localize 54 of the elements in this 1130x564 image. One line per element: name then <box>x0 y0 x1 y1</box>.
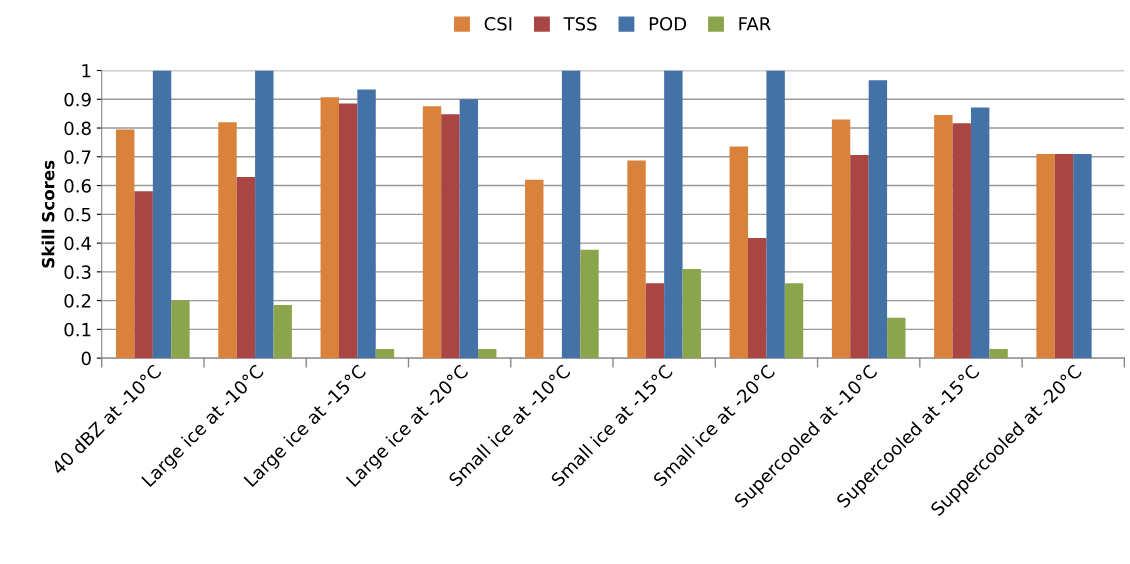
bar <box>627 160 646 359</box>
bar <box>748 237 767 359</box>
bar <box>729 146 749 359</box>
y-tick-label: 0.6 <box>64 179 91 193</box>
bar <box>357 89 376 359</box>
bar <box>989 348 1008 359</box>
bar <box>1073 153 1092 359</box>
y-tick-label: 0 <box>81 351 91 366</box>
bar <box>580 249 599 359</box>
bar <box>1054 153 1074 359</box>
y-tick-label: 0.2 <box>64 294 91 308</box>
bar <box>422 106 442 359</box>
y-tick-label: 0.4 <box>64 236 91 251</box>
bar <box>831 119 851 359</box>
bar <box>934 115 953 359</box>
bar <box>887 317 906 359</box>
bar <box>664 70 683 359</box>
y-tick-label: 0.7 <box>64 150 91 164</box>
bar <box>868 80 888 359</box>
bar <box>273 304 292 359</box>
y-tick-label: 0.9 <box>64 92 91 107</box>
bar <box>784 283 804 359</box>
y-tick-label: 0.5 <box>64 207 91 222</box>
legend-label: FAR <box>739 17 771 31</box>
bar <box>134 191 153 359</box>
bar <box>255 70 274 359</box>
bar <box>375 348 395 359</box>
legend-label: TSS <box>563 16 597 31</box>
bar <box>116 129 135 359</box>
y-tick-label: 1 <box>82 64 91 78</box>
bar <box>850 155 869 359</box>
bar <box>459 99 479 359</box>
bar <box>236 176 256 359</box>
y-axis-title: Skill Scores <box>41 160 55 268</box>
bar <box>645 283 665 359</box>
bar <box>952 123 971 359</box>
bar <box>218 122 237 359</box>
bar <box>338 103 358 359</box>
bar <box>682 268 701 359</box>
bar <box>171 300 190 359</box>
y-tick-label: 0.3 <box>64 265 91 279</box>
legend-label: CSI <box>484 16 512 31</box>
bar <box>152 70 172 359</box>
bar <box>525 179 544 359</box>
bar <box>766 70 785 359</box>
bar <box>320 97 339 359</box>
bar <box>970 107 990 359</box>
bar <box>561 70 581 359</box>
bar <box>441 114 460 359</box>
bar <box>1036 153 1055 359</box>
bar <box>478 348 497 359</box>
legend-label: POD <box>649 16 687 31</box>
y-tick-label: 0.1 <box>64 322 91 337</box>
y-tick-label: 0.8 <box>64 121 91 136</box>
